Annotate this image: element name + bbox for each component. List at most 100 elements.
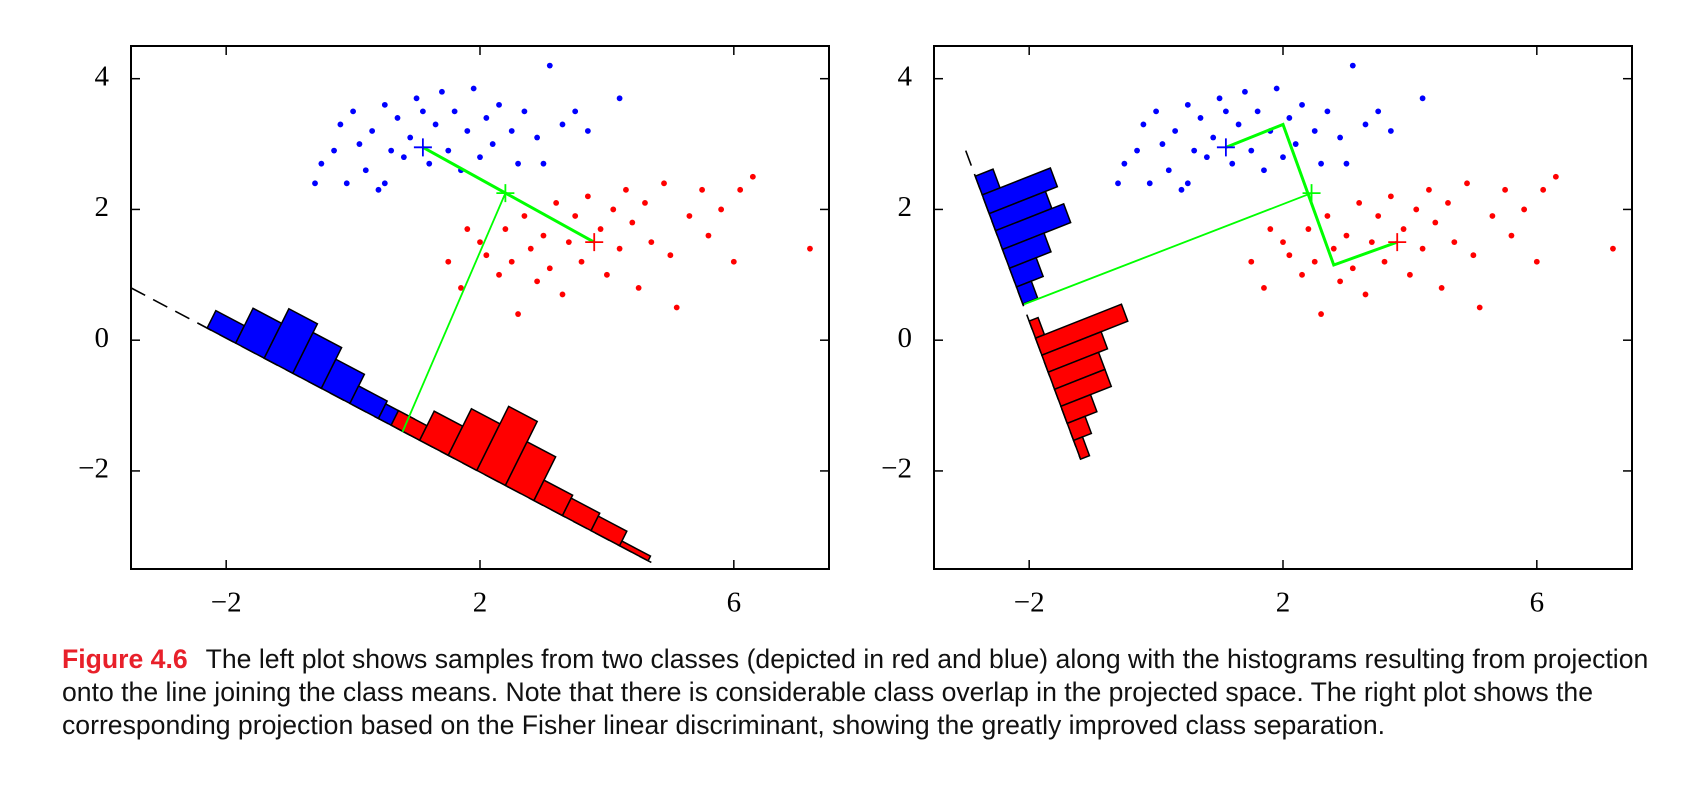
data-point [1140, 121, 1147, 128]
x-tick-label: −2 [211, 587, 242, 619]
plot-frame [130, 45, 830, 570]
data-point [1299, 101, 1305, 108]
data-point [1387, 193, 1394, 200]
data-point [413, 95, 420, 102]
data-point [597, 226, 604, 232]
data-point [419, 108, 426, 115]
data-point [1381, 258, 1388, 265]
data-point [1146, 180, 1153, 187]
histogram-bar [348, 384, 389, 420]
data-point [642, 200, 648, 206]
histogram-bar [1066, 415, 1093, 442]
histogram-bar [561, 497, 601, 532]
data-point [730, 258, 737, 265]
data-point [502, 226, 509, 232]
data-point [686, 213, 693, 219]
figure: −2 2 6 −2 0 2 4 −2 2 6 −2 0 2 4 [78, 45, 1633, 619]
data-point [1134, 147, 1140, 154]
data-point [807, 245, 813, 252]
data-point [1165, 167, 1172, 174]
data-point [705, 232, 712, 239]
histogram-bar [1034, 303, 1129, 357]
x-tick-label: −2 [1014, 587, 1045, 619]
data-point [616, 245, 623, 252]
histogram-bar [994, 202, 1072, 251]
data-point [1318, 311, 1324, 317]
data-point [1153, 108, 1159, 115]
mean-marker [496, 184, 515, 203]
data-point [540, 232, 547, 239]
data-point [572, 108, 579, 115]
connector-line [1023, 192, 1312, 306]
histogram-bar [263, 307, 319, 375]
data-point [1375, 213, 1382, 219]
plot: −2 2 6 −2 0 2 4 [78, 45, 830, 619]
data-point [1426, 186, 1432, 193]
data-point [521, 213, 528, 219]
data-point [648, 239, 655, 246]
histogram-bar [291, 331, 343, 390]
data-point [1280, 239, 1286, 246]
data-point [661, 180, 667, 187]
data-point [1356, 200, 1363, 206]
data-point [1261, 167, 1267, 174]
histogram-bar [475, 405, 539, 487]
histogram-bar [590, 515, 628, 547]
data-point [1242, 88, 1248, 95]
histogram-bar [1008, 256, 1045, 288]
data-point [1311, 128, 1318, 134]
data-point [496, 271, 502, 278]
data-point [1261, 284, 1267, 291]
data-point [1318, 160, 1324, 167]
data-point [1337, 278, 1344, 285]
data-point [1330, 245, 1337, 252]
data-point [610, 206, 617, 213]
y-tick-label: −2 [881, 453, 912, 485]
data-point [1521, 206, 1528, 213]
data-point [1552, 173, 1559, 180]
caption-label: Figure 4.6 [62, 644, 188, 674]
data-point [572, 213, 579, 219]
y-tick-label: 2 [95, 191, 110, 223]
data-point [1464, 180, 1470, 187]
data-point [439, 88, 445, 95]
data-point [1286, 115, 1293, 121]
data-point [1337, 134, 1344, 141]
data-point [521, 108, 528, 115]
data-point [432, 121, 439, 128]
data-point [1311, 258, 1318, 265]
data-point [312, 180, 318, 187]
data-point [559, 121, 566, 128]
data-point [331, 147, 337, 154]
y-tick-label: 2 [898, 191, 913, 223]
data-point [337, 121, 344, 128]
data-point [1178, 186, 1185, 193]
data-point [496, 101, 502, 108]
data-point [356, 141, 363, 147]
data-point [1210, 134, 1217, 141]
data-point [388, 147, 395, 154]
data-point [1349, 62, 1356, 69]
x-tick-label: 6 [1530, 587, 1545, 619]
data-point [1286, 252, 1293, 259]
data-point [546, 265, 553, 272]
data-point [1451, 239, 1458, 246]
data-point [737, 186, 744, 193]
data-point [1121, 160, 1128, 167]
histogram-bar [320, 358, 366, 405]
data-point [559, 291, 566, 298]
data-point [1203, 154, 1210, 161]
y-tick-label: 4 [898, 60, 913, 92]
y-tick-label: −2 [78, 453, 109, 485]
data-point [540, 160, 547, 167]
data-point [400, 154, 407, 161]
data-point [464, 226, 471, 232]
data-point [1476, 304, 1483, 311]
data-point [1438, 284, 1445, 291]
data-point [1343, 232, 1350, 239]
data-point [470, 85, 477, 92]
data-point [1172, 128, 1179, 134]
data-point [673, 304, 680, 311]
data-point [1191, 147, 1198, 154]
data-point [667, 252, 674, 259]
